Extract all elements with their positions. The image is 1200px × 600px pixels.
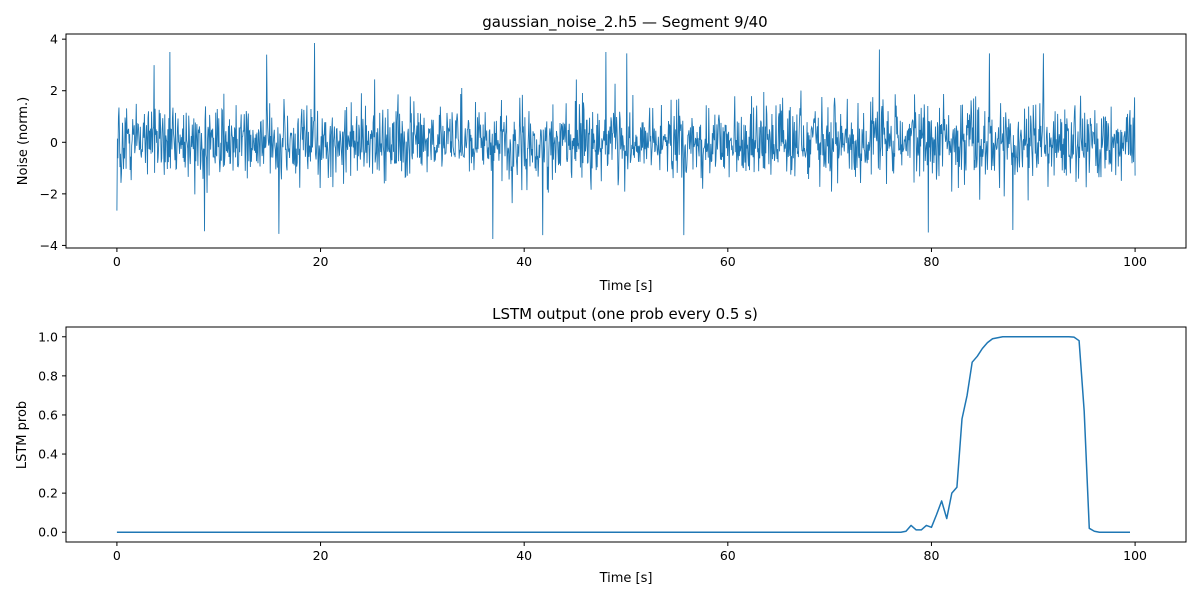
y-tick-label: 0.2 [38,486,58,501]
y-tick-label: −4 [40,238,58,253]
y-tick-label: 2 [50,83,58,98]
x-tick-label: 40 [516,548,532,563]
y-tick-label: 4 [50,32,58,47]
noise-axes-frame [65,33,1187,249]
lstm-y-ticks: 0.0 0.2 0.4 0.6 0.8 1.0 [38,329,66,540]
noise-y-axis-label: Noise (norm.) [16,97,31,185]
noise-y-ticks: −4 −2 0 2 4 [40,32,66,253]
x-tick-label: 80 [924,254,940,269]
lstm-prob-line [116,336,1130,533]
noise-x-ticks: 0 20 40 60 80 100 [113,248,1147,269]
x-tick-label: 40 [516,254,532,269]
noise-subplot-title: gaussian_noise_2.h5 — Segment 9/40 [482,13,767,32]
x-tick-label: 20 [313,548,329,563]
noise-x-axis-label: Time [s] [599,279,653,294]
y-tick-label: 0.0 [38,525,58,540]
x-tick-label: 100 [1123,548,1147,563]
lstm-axes-frame [65,326,1187,543]
noise-subplot: gaussian_noise_2.h5 — Segment 9/40 0 20 40… [16,13,1187,294]
lstm-x-axis-label: Time [s] [599,571,653,586]
x-tick-label: 60 [720,548,736,563]
y-tick-label: 0 [50,135,58,150]
x-tick-label: 60 [720,254,736,269]
x-tick-label: 20 [313,254,329,269]
lstm-subplot-title: LSTM output (one prob every 0.5 s) [492,305,758,323]
y-tick-label: 0.8 [38,368,58,383]
x-tick-label: 0 [113,548,121,563]
y-tick-label: 1.0 [38,329,58,344]
y-tick-label: 0.4 [38,447,58,462]
lstm-x-ticks: 0 20 40 60 80 100 [113,542,1147,563]
y-tick-label: 0.6 [38,407,58,422]
x-tick-label: 80 [924,548,940,563]
y-tick-label: −2 [40,186,58,201]
noise-series-line [116,43,1136,239]
x-tick-label: 100 [1123,254,1147,269]
lstm-y-axis-label: LSTM prob [15,401,30,469]
x-tick-label: 0 [113,254,121,269]
lstm-plot-area [66,327,1186,542]
lstm-subplot: LSTM output (one prob every 0.5 s) 0 20 40… [15,305,1187,586]
